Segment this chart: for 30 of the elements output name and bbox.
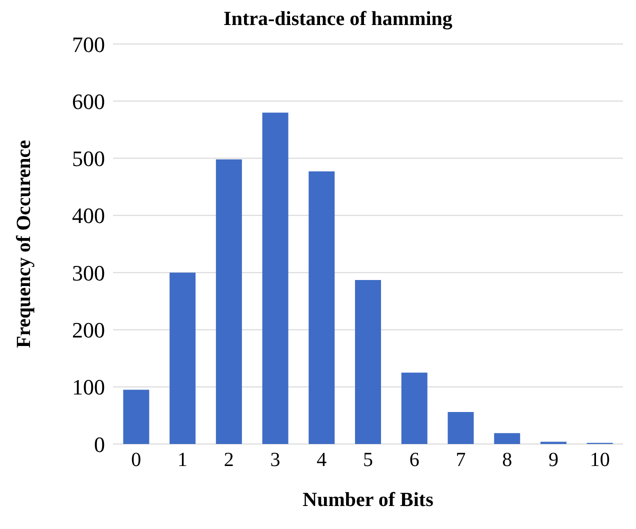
bar (123, 390, 150, 444)
x-tick-label: 6 (409, 449, 420, 472)
bar (170, 272, 196, 444)
x-tick-label: 2 (224, 449, 234, 472)
bar (494, 433, 520, 444)
x-tick-label: 9 (548, 449, 558, 472)
y-tick-label: 500 (72, 146, 105, 172)
chart-title: Intra-distance of hamming (224, 8, 452, 30)
y-tick-label: 300 (72, 260, 105, 286)
y-tick-label: 700 (72, 32, 105, 57)
y-tick-label: 100 (72, 374, 105, 400)
bar (448, 412, 474, 444)
y-axis-title: Frequency of Occurence (13, 140, 36, 348)
y-tick-label: 400 (72, 203, 105, 228)
bar (262, 112, 288, 444)
bar (355, 280, 382, 444)
x-tick-label: 8 (502, 449, 512, 472)
x-tick-label: 7 (456, 449, 466, 472)
x-tick-label: 0 (131, 449, 142, 472)
x-tick-label: 10 (590, 449, 610, 472)
x-tick-label: 5 (363, 449, 373, 472)
x-tick-label: 3 (270, 449, 280, 472)
y-tick-label: 600 (72, 88, 105, 114)
x-tick-label: 1 (178, 449, 188, 472)
bar (216, 159, 242, 444)
x-tick-label: 4 (316, 449, 327, 472)
bar (401, 372, 428, 444)
x-axis-title: Number of Bits (302, 489, 434, 511)
bar (308, 171, 335, 444)
y-tick-label: 200 (72, 318, 105, 343)
